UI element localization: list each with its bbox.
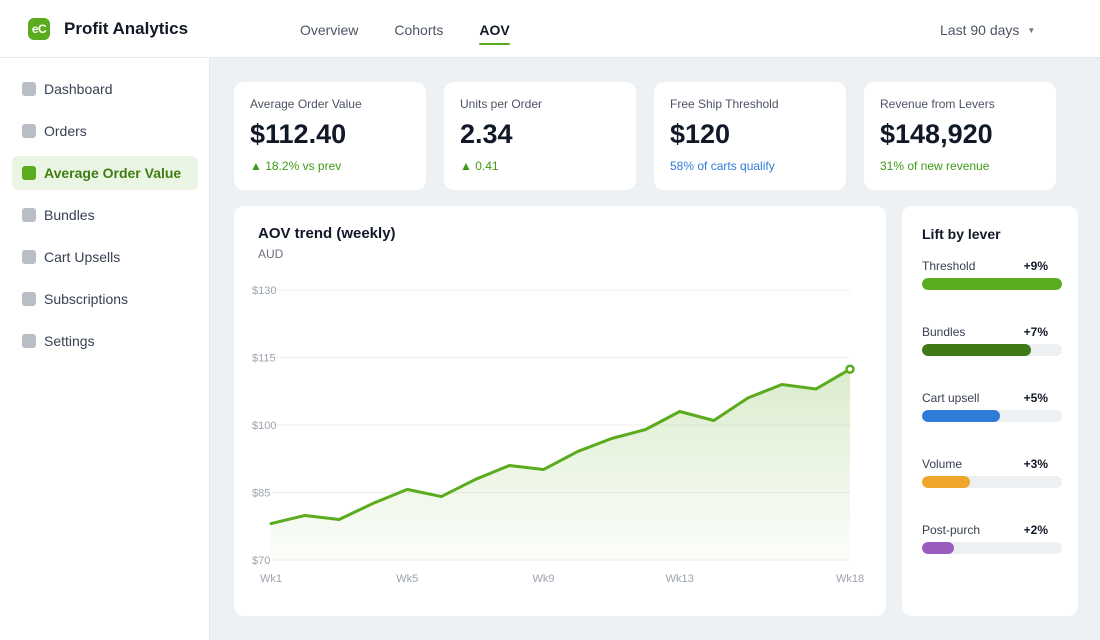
top-bar: eC Profit Analytics Overview Cohorts AOV…	[0, 0, 1100, 58]
lever-value: +2%	[1023, 523, 1048, 537]
lever-name: Cart upsell	[922, 391, 980, 405]
lever-value: +5%	[1023, 391, 1048, 405]
kpi-label: Revenue from Levers	[880, 97, 995, 111]
aov-trend-card: AOV trend (weekly) AUD $70 $85 $100 $115 $13…	[234, 206, 886, 616]
lift-by-lever-card: Lift by lever Threshold +9% Bundles +7% …	[902, 206, 1078, 616]
lever-bar-track	[922, 542, 1062, 554]
date-range-dropdown[interactable]: Last 90 days ▼	[940, 22, 1035, 38]
sidebar-item-label: Settings	[44, 333, 95, 349]
sidebar-item-cart-upsells[interactable]: Cart Upsells	[12, 240, 198, 274]
kpi-label: Average Order Value	[250, 97, 362, 111]
sidebar-item-label: Dashboard	[44, 81, 113, 97]
x-tick-label: Wk13	[666, 573, 694, 585]
x-tick-label: Wk1	[260, 573, 282, 585]
lever-value: +9%	[1023, 259, 1048, 273]
bundles-icon	[22, 208, 36, 222]
y-tick-label: $70	[252, 555, 270, 567]
sidebar-item-settings[interactable]: Settings	[12, 324, 198, 358]
lever-bar-track	[922, 410, 1062, 422]
kpi-delta: ▲ 18.2% vs prev	[250, 159, 342, 173]
lever-post-purch: Post-purch +2%	[922, 523, 1062, 563]
orders-icon	[22, 124, 36, 138]
kpi-note: 31% of new revenue	[880, 159, 990, 173]
kpi-card-units-per-order: Units per Order 2.34 ▲ 0.41	[444, 82, 636, 190]
sidebar-item-label: Cart Upsells	[44, 249, 121, 265]
sidebar-item-average-order-value[interactable]: Average Order Value	[12, 156, 198, 190]
sidebar-item-orders[interactable]: Orders	[12, 114, 198, 148]
lever-threshold: Threshold +9%	[922, 259, 1062, 299]
subscriptions-icon	[22, 292, 36, 306]
kpi-value: $148,920	[880, 119, 993, 149]
y-tick-label: $85	[252, 488, 270, 500]
sidebar-item-label: Bundles	[44, 207, 95, 223]
x-tick-label: Wk18	[836, 573, 864, 585]
lever-name: Volume	[922, 457, 963, 471]
lever-name: Post-purch	[922, 523, 981, 537]
lever-bundles: Bundles +7%	[922, 325, 1062, 365]
kpi-value: $112.40	[250, 119, 347, 149]
x-tick-label: Wk5	[396, 573, 418, 585]
data-point-latest	[845, 364, 855, 374]
x-tick-label: Wk9	[532, 573, 554, 585]
sidebar-item-label: Subscriptions	[44, 291, 129, 307]
aov-trend-chart: $70 $85 $100 $115 $130 Wk1 Wk5 Wk9 Wk13 Wk18	[252, 285, 864, 585]
lever-name: Threshold	[922, 259, 976, 273]
lever-bar-track	[922, 278, 1062, 290]
kpi-label: Free Ship Threshold	[670, 97, 779, 111]
date-range-label: Last 90 days	[940, 22, 1020, 38]
tab-overview[interactable]: Overview	[300, 22, 359, 38]
y-tick-label: $130	[252, 285, 276, 297]
kpi-card-revenue-from-levers: Revenue from Levers $148,920 31% of new …	[864, 82, 1056, 190]
kpi-note: 58% of carts qualify	[670, 159, 775, 173]
kpi-card-free-ship-threshold: Free Ship Threshold $120 58% of carts qu…	[654, 82, 846, 190]
sidebar-item-dashboard[interactable]: Dashboard	[12, 72, 198, 106]
lever-bar-track	[922, 476, 1062, 488]
caret-down-icon: ▼	[1027, 25, 1036, 35]
lever-bar-track	[922, 344, 1062, 356]
chart-title: AOV trend (weekly)	[258, 225, 396, 242]
lever-value: +7%	[1023, 325, 1048, 339]
kpi-value: 2.34	[460, 119, 513, 149]
sidebar-item-subscriptions[interactable]: Subscriptions	[12, 282, 198, 316]
sidebar: Dashboard Orders Average Order Value Bun…	[0, 58, 210, 640]
dashboard-icon	[22, 82, 36, 96]
sidebar-item-label: Orders	[44, 123, 87, 139]
lever-volume: Volume +3%	[922, 457, 1062, 497]
lever-bar-fill	[922, 410, 1001, 422]
lever-bar-fill	[922, 476, 970, 488]
chart-subtitle: AUD	[258, 247, 284, 261]
kpi-card-aov: Average Order Value $112.40 ▲ 18.2% vs p…	[234, 82, 426, 190]
sidebar-item-bundles[interactable]: Bundles	[12, 198, 198, 232]
lever-cart-upsell: Cart upsell +5%	[922, 391, 1062, 431]
sidebar-item-label: Average Order Value	[44, 165, 182, 181]
lever-value: +3%	[1023, 457, 1048, 471]
settings-icon	[22, 334, 36, 348]
kpi-label: Units per Order	[460, 97, 543, 111]
app-logo[interactable]: eC	[28, 18, 50, 40]
cart-upsells-icon	[22, 250, 36, 264]
aov-area	[271, 369, 850, 560]
aov-line	[269, 367, 852, 526]
tab-cohorts[interactable]: Cohorts	[394, 22, 444, 38]
app-title: Profit Analytics	[64, 19, 189, 38]
aov-icon	[22, 166, 36, 180]
top-tabs: Overview Cohorts AOV	[300, 0, 546, 58]
lever-bar-fill	[922, 344, 1032, 356]
y-tick-label: $115	[252, 353, 276, 365]
kpi-delta: ▲ 0.41	[460, 159, 499, 173]
kpi-value: $120	[670, 119, 731, 149]
lever-name: Bundles	[922, 325, 966, 339]
lift-by-lever-title: Lift by lever	[922, 226, 1001, 242]
lever-bar-fill	[922, 542, 955, 554]
y-tick-label: $100	[252, 420, 276, 432]
tab-aov[interactable]: AOV	[479, 0, 511, 58]
lever-bar-fill	[922, 278, 1062, 290]
